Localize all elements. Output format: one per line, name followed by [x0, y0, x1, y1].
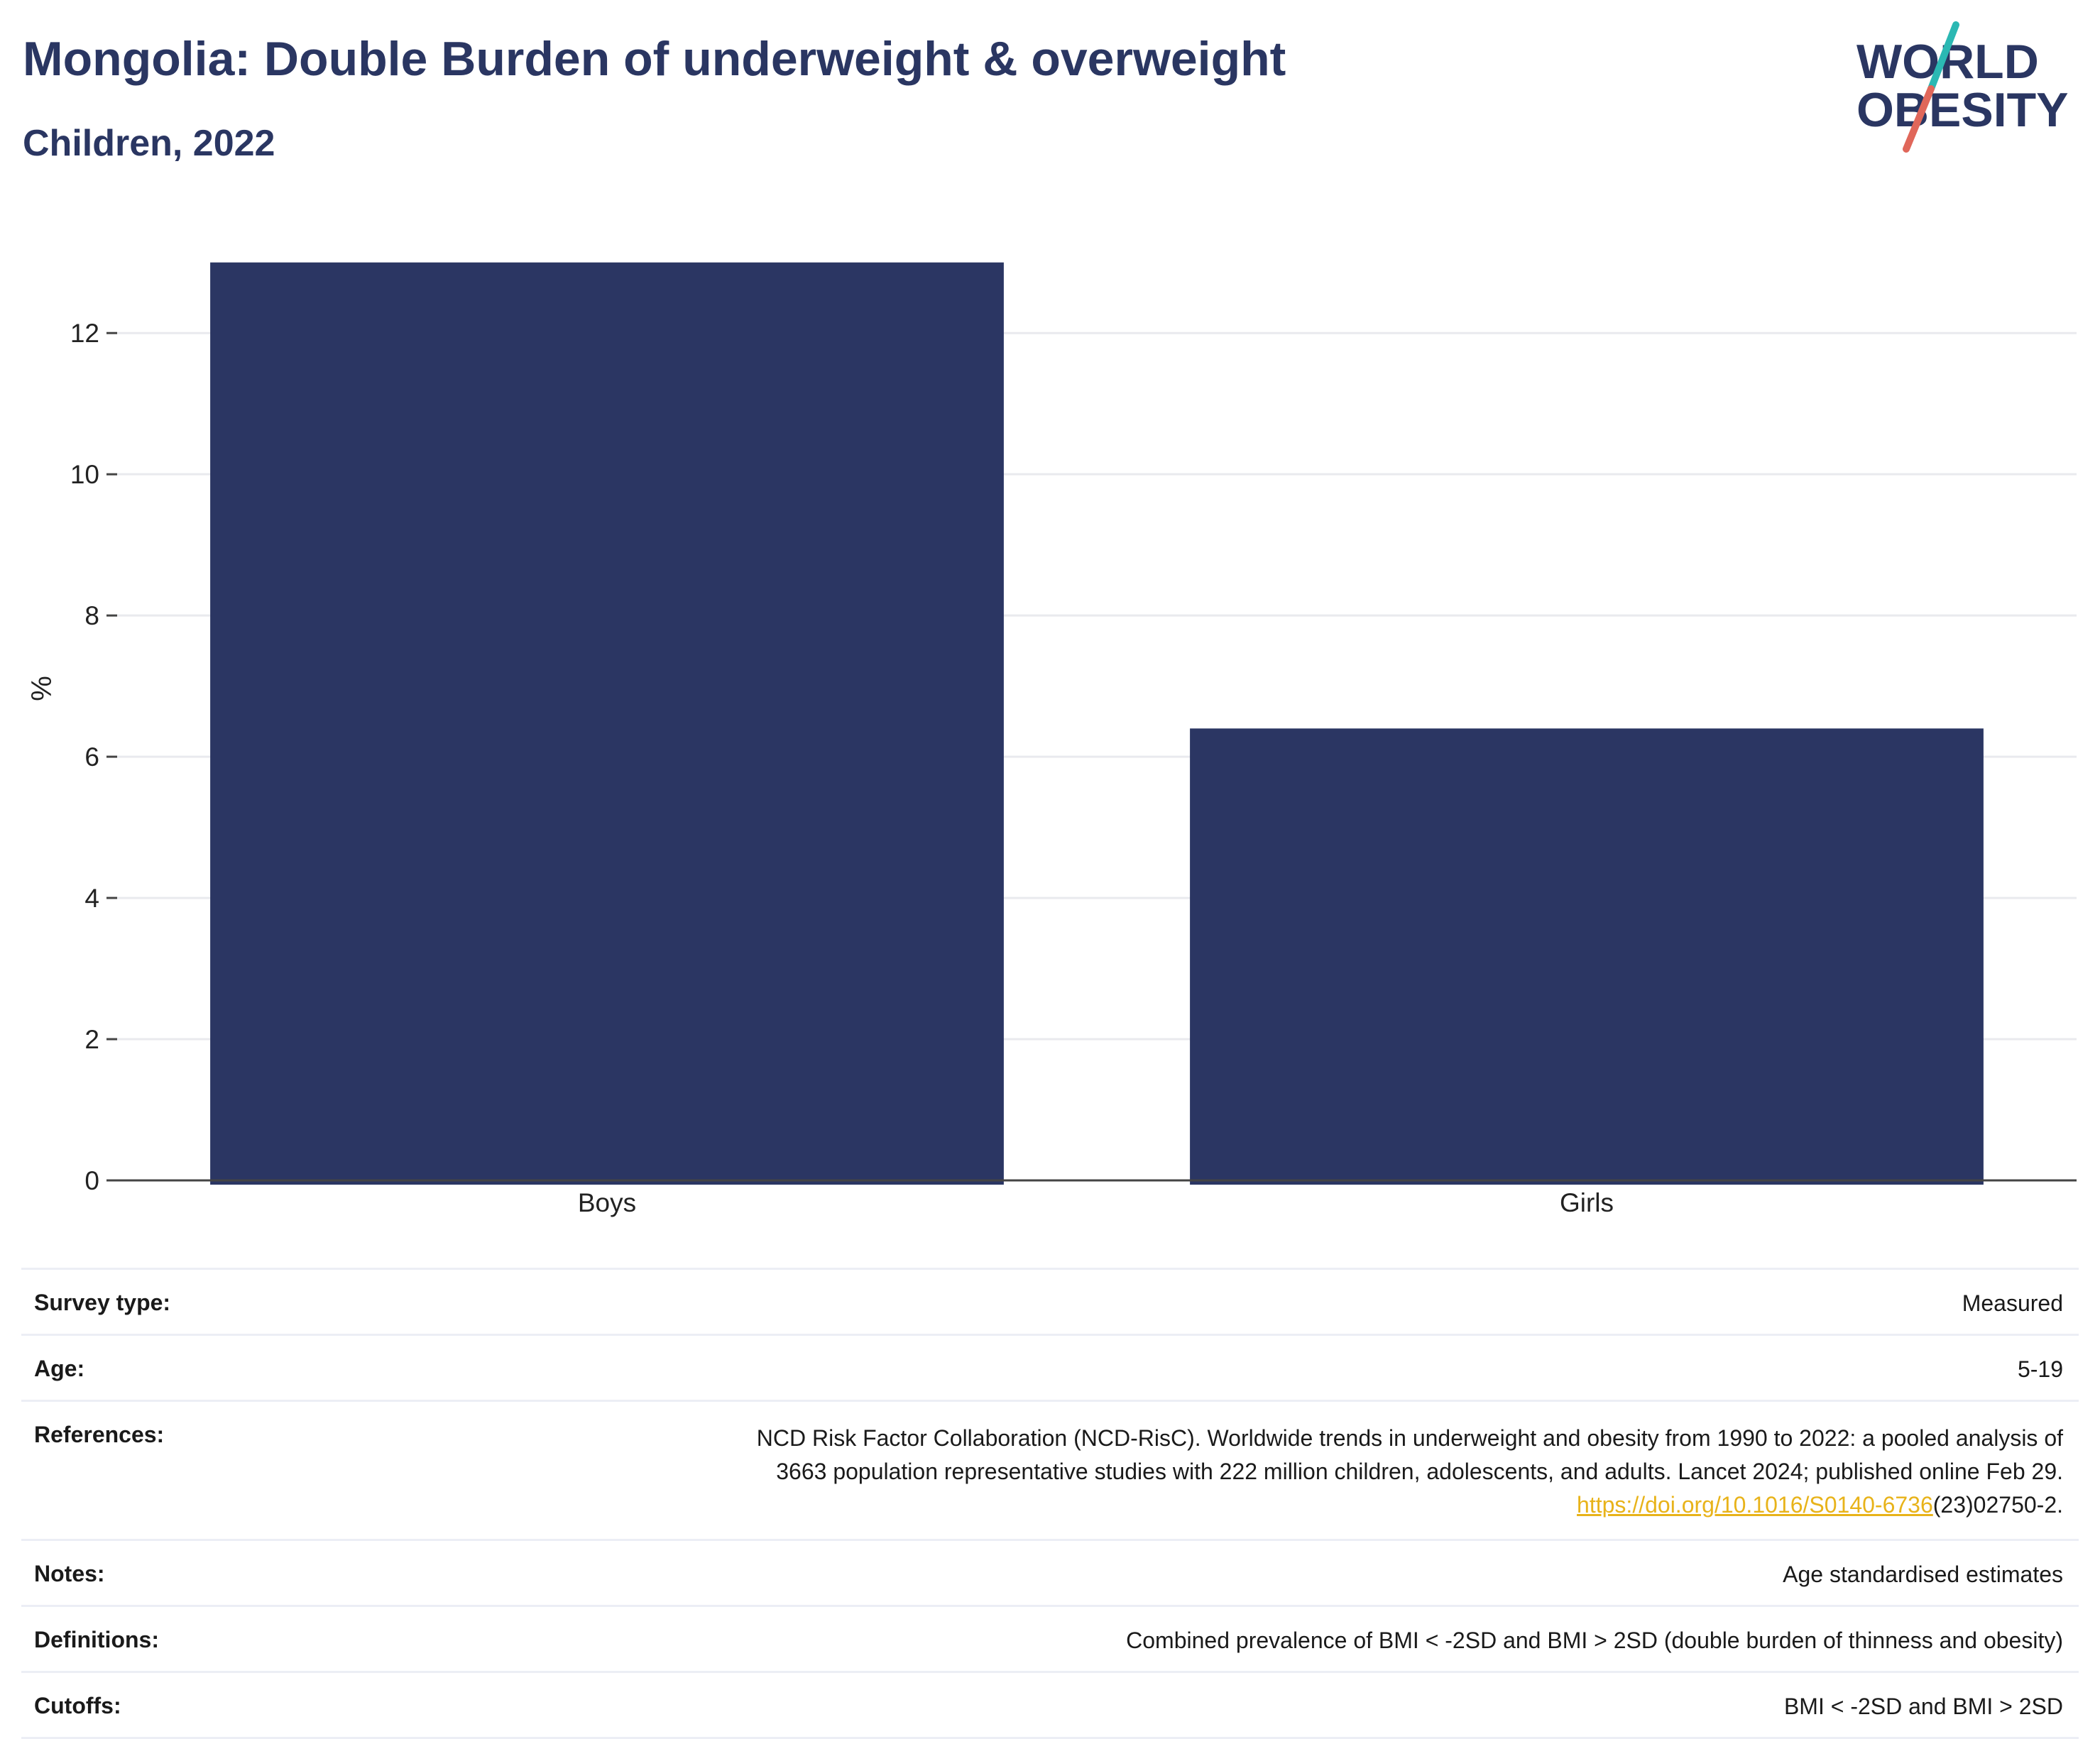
chart-subtitle: Children, 2022 — [23, 123, 275, 164]
references-line-2: 3663 population representative studies w… — [776, 1459, 2063, 1484]
age-label: Age: — [34, 1356, 85, 1381]
info-table: Survey type: Measured Age: 5-19 Referenc… — [21, 1268, 2079, 1739]
info-row-definitions: Definitions: Combined prevalence of BMI … — [21, 1605, 2079, 1671]
y-axis-label: % — [26, 676, 58, 701]
info-row-age: Age: 5-19 — [21, 1334, 2079, 1400]
chart-title: Mongolia: Double Burden of underweight &… — [23, 32, 1286, 86]
axes: 0 2 4 6 8 10 12 Boys Girls% — [26, 319, 2077, 1217]
bars — [210, 262, 1984, 1185]
info-row-survey-type: Survey type: Measured — [21, 1268, 2079, 1334]
x-tick-label: Girls — [1560, 1188, 1614, 1217]
logo-slash-red — [1903, 85, 1935, 153]
definitions-label: Definitions: — [34, 1627, 159, 1652]
info-row-references: References: NCD Risk Factor Collaboratio… — [21, 1400, 2079, 1539]
y-tick-label: 8 — [84, 601, 99, 630]
bar-girls — [1190, 728, 1984, 1185]
x-tick-label: Boys — [578, 1188, 636, 1217]
age-value: 5-19 — [2017, 1356, 2063, 1382]
references-doi-suffix: (23)02750-2. — [1932, 1492, 2063, 1518]
y-tick-label: 10 — [70, 460, 99, 489]
logo-slash-teal — [1927, 21, 1959, 92]
logo-text-obesity: OBESITY — [1856, 83, 2069, 137]
references-value: NCD Risk Factor Collaboration (NCD-RisC)… — [757, 1422, 2063, 1522]
survey-type-value: Measured — [1962, 1290, 2063, 1316]
y-tick-label: 12 — [70, 319, 99, 348]
info-row-notes: Notes: Age standardised estimates — [21, 1539, 2079, 1605]
y-tick-label: 6 — [84, 742, 99, 772]
definitions-value: Combined prevalence of BMI < -2SD and BM… — [1126, 1628, 2063, 1653]
bar-boys — [210, 262, 1004, 1185]
survey-type-label: Survey type: — [34, 1290, 171, 1315]
y-tick-label: 2 — [84, 1025, 99, 1054]
references-doi-link[interactable]: https://doi.org/10.1016/S0140-6736 — [1577, 1492, 1933, 1518]
y-tick-label: 0 — [84, 1166, 99, 1195]
references-label: References: — [34, 1422, 165, 1447]
y-tick-label: 4 — [84, 884, 99, 913]
world-obesity-logo: WORLD OBESITY — [1856, 21, 2069, 153]
info-row-cutoffs: Cutoffs: BMI < -2SD and BMI > 2SD — [21, 1671, 2079, 1739]
bar-chart: 0 2 4 6 8 10 12 Boys Girls% — [26, 262, 2077, 1217]
cutoffs-label: Cutoffs: — [34, 1693, 121, 1718]
notes-label: Notes: — [34, 1561, 105, 1586]
cutoffs-value: BMI < -2SD and BMI > 2SD — [1783, 1694, 2063, 1719]
references-line-1: NCD Risk Factor Collaboration (NCD-RisC)… — [756, 1425, 2063, 1451]
notes-value: Age standardised estimates — [1783, 1562, 2063, 1587]
